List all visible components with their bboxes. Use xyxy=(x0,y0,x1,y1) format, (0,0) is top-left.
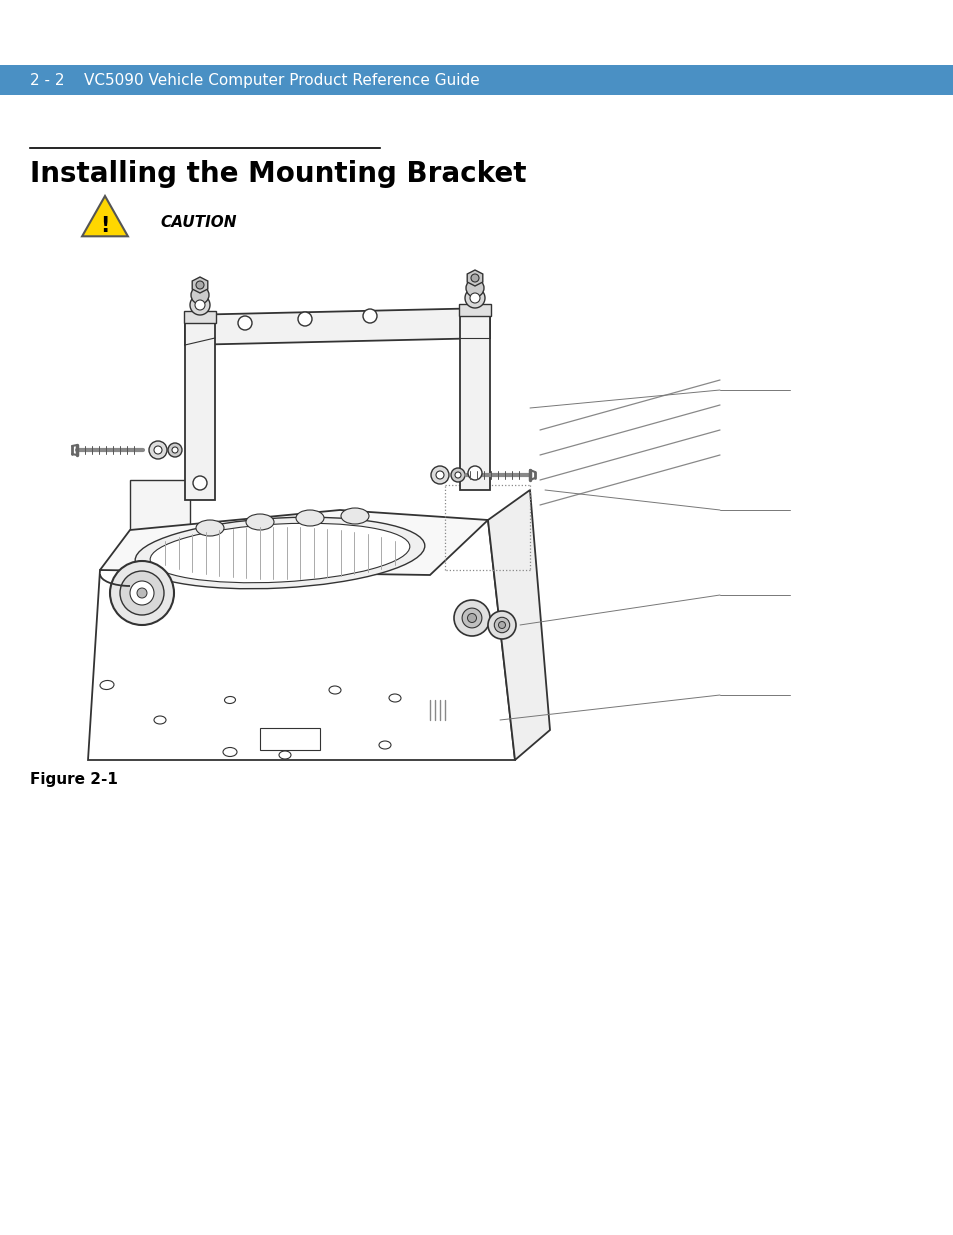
Polygon shape xyxy=(100,510,488,576)
Circle shape xyxy=(436,471,443,479)
Circle shape xyxy=(431,466,449,484)
Circle shape xyxy=(471,274,478,282)
Circle shape xyxy=(130,580,153,605)
Polygon shape xyxy=(130,480,190,530)
Bar xyxy=(184,311,215,324)
Text: !: ! xyxy=(100,216,110,236)
Circle shape xyxy=(467,614,476,622)
Polygon shape xyxy=(459,308,490,490)
Polygon shape xyxy=(467,270,482,287)
Bar xyxy=(458,304,491,316)
Polygon shape xyxy=(192,277,208,293)
Polygon shape xyxy=(82,196,128,236)
Ellipse shape xyxy=(340,508,369,524)
Circle shape xyxy=(461,608,481,627)
Circle shape xyxy=(110,561,173,625)
Text: 2 - 2    VC5090 Vehicle Computer Product Reference Guide: 2 - 2 VC5090 Vehicle Computer Product Re… xyxy=(30,73,479,88)
Ellipse shape xyxy=(246,514,274,530)
Polygon shape xyxy=(488,490,550,760)
Circle shape xyxy=(191,287,209,304)
Polygon shape xyxy=(185,308,490,345)
Circle shape xyxy=(470,293,479,303)
Ellipse shape xyxy=(278,751,291,760)
Ellipse shape xyxy=(135,517,424,589)
Circle shape xyxy=(451,468,464,482)
Polygon shape xyxy=(185,315,214,500)
Circle shape xyxy=(190,295,210,315)
Circle shape xyxy=(455,472,460,478)
Circle shape xyxy=(172,447,178,453)
Circle shape xyxy=(363,309,376,324)
Polygon shape xyxy=(88,520,515,760)
Ellipse shape xyxy=(100,680,113,689)
Circle shape xyxy=(193,475,207,490)
Bar xyxy=(0,65,953,95)
Ellipse shape xyxy=(195,520,224,536)
Circle shape xyxy=(137,588,147,598)
Ellipse shape xyxy=(224,697,235,704)
Ellipse shape xyxy=(378,741,391,748)
Circle shape xyxy=(297,312,312,326)
Circle shape xyxy=(465,279,483,296)
Text: Installing the Mounting Bracket: Installing the Mounting Bracket xyxy=(30,161,526,188)
Text: CAUTION: CAUTION xyxy=(160,215,236,230)
Circle shape xyxy=(454,600,490,636)
Circle shape xyxy=(494,618,509,632)
Circle shape xyxy=(153,446,162,454)
Circle shape xyxy=(498,621,505,629)
Circle shape xyxy=(195,282,204,289)
Ellipse shape xyxy=(153,716,166,724)
Circle shape xyxy=(149,441,167,459)
Circle shape xyxy=(194,300,205,310)
Ellipse shape xyxy=(223,747,236,757)
Circle shape xyxy=(488,611,516,638)
Ellipse shape xyxy=(150,524,410,583)
Circle shape xyxy=(168,443,182,457)
Bar xyxy=(260,727,319,750)
Ellipse shape xyxy=(329,685,340,694)
Circle shape xyxy=(237,316,252,330)
Text: Figure 2-1: Figure 2-1 xyxy=(30,772,118,787)
Ellipse shape xyxy=(295,510,324,526)
Circle shape xyxy=(120,571,164,615)
Circle shape xyxy=(464,288,484,308)
Circle shape xyxy=(468,466,481,480)
Ellipse shape xyxy=(389,694,400,701)
